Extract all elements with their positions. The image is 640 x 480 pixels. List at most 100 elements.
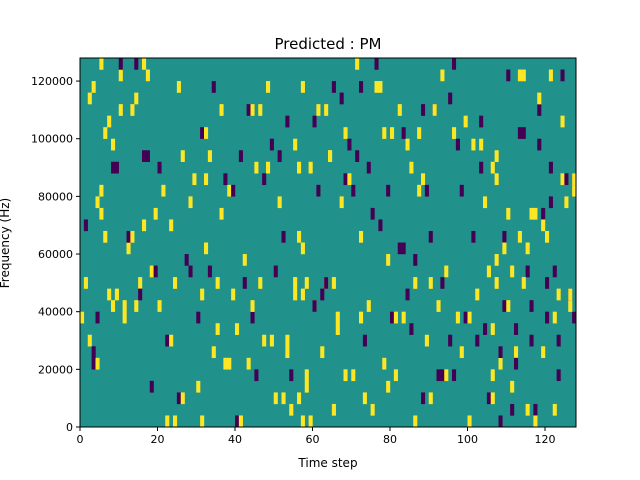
heatmap-cell: [95, 311, 100, 324]
heatmap-cell: [417, 184, 422, 197]
heatmap-cell: [525, 265, 530, 278]
y-tick-label: 120000: [31, 75, 73, 88]
heatmap-cell: [207, 265, 212, 278]
heatmap-cell: [118, 104, 123, 116]
heatmap-cell: [165, 415, 170, 428]
heatmap-cell: [529, 207, 534, 220]
heatmap-cell: [161, 184, 166, 197]
heatmap-cell: [347, 173, 352, 186]
heatmap-cell: [355, 58, 360, 70]
heatmap-cell: [401, 242, 406, 255]
heatmap-cell: [502, 300, 507, 312]
plot-frame: [79, 57, 577, 428]
heatmap-cell: [459, 184, 464, 197]
heatmap-cell: [343, 173, 348, 186]
heatmap-cell: [215, 323, 220, 335]
heatmap-cell: [83, 277, 88, 289]
heatmap-cell: [541, 219, 546, 232]
heatmap-cell: [211, 81, 216, 93]
heatmap-cell: [266, 161, 271, 174]
heatmap-cell: [262, 173, 267, 186]
heatmap-cell: [145, 150, 150, 162]
x-axis: 0 20 40 60 80 100 120: [77, 427, 556, 446]
heatmap-cell: [490, 161, 495, 174]
heatmap-cell: [471, 138, 476, 151]
heatmap-cell: [200, 288, 205, 301]
heatmap-cell: [463, 115, 468, 128]
heatmap-cell: [196, 311, 201, 324]
heatmap-cell: [308, 415, 313, 428]
heatmap-cell: [494, 173, 499, 186]
heatmap-cell: [219, 104, 224, 116]
heatmap-cell: [483, 323, 488, 335]
heatmap-cell: [254, 161, 259, 174]
heatmap-cell: [521, 127, 526, 139]
heatmap-cell: [281, 392, 286, 405]
plot-area: [80, 58, 577, 428]
heatmap-cell: [196, 380, 201, 393]
heatmap-cell: [293, 138, 298, 151]
heatmap-cell: [560, 115, 565, 128]
heatmap-cell: [517, 127, 522, 139]
heatmap-cell: [242, 254, 247, 266]
heatmap-cell: [382, 357, 387, 370]
heatmap-cell: [339, 92, 344, 105]
heatmap-cell: [440, 69, 445, 82]
heatmap-cell: [525, 403, 530, 416]
heatmap-cell: [428, 392, 433, 405]
heatmap-cell: [188, 196, 193, 209]
heatmap-cell: [149, 380, 154, 393]
heatmap-cell: [556, 369, 561, 382]
heatmap-cell: [541, 346, 546, 359]
heatmap-cell: [568, 288, 573, 301]
heatmap-cell: [560, 69, 565, 82]
heatmap-cell: [114, 288, 119, 301]
heatmap-cell: [169, 219, 174, 232]
heatmap-cell: [370, 207, 375, 220]
heatmap-cell: [440, 277, 445, 289]
heatmap-cell: [142, 150, 147, 162]
heatmap-cell: [463, 311, 468, 324]
heatmap-cell: [386, 380, 391, 393]
heatmap-cell: [153, 207, 158, 220]
heatmap-cell: [91, 81, 96, 93]
heatmap-cell: [374, 58, 379, 70]
heatmap-cell: [231, 288, 236, 301]
heatmap-cell: [374, 81, 379, 93]
heatmap-cell: [138, 288, 143, 301]
heatmap-cell: [428, 230, 433, 243]
heatmap-cell: [157, 161, 162, 174]
heatmap-cell: [227, 357, 232, 370]
heatmap-cell: [444, 265, 449, 278]
heatmap-cell: [235, 323, 240, 335]
heatmap-cell: [417, 127, 422, 139]
heatmap-cell: [362, 334, 367, 347]
x-tick-label: 40: [228, 433, 242, 446]
heatmap-cell: [238, 150, 243, 162]
heatmap-cell: [459, 346, 464, 359]
heatmap-cell: [351, 369, 356, 382]
heatmap-cell: [331, 403, 336, 416]
heatmap-cell: [533, 403, 538, 416]
heatmap-cell: [300, 242, 305, 255]
heatmap-cell: [494, 150, 499, 162]
heatmap-cell: [552, 265, 557, 278]
heatmap-cell: [308, 161, 313, 174]
heatmap-cell: [324, 277, 329, 289]
heatmap-cell: [277, 196, 282, 209]
heatmap-cell: [521, 69, 526, 82]
heatmap-cell: [111, 138, 116, 151]
x-tick-label: 120: [535, 433, 556, 446]
heatmap-cell: [568, 300, 573, 312]
heatmap-cell: [490, 369, 495, 382]
heatmap-cell: [211, 346, 216, 359]
heatmap-cell: [269, 334, 274, 347]
heatmap-cell: [165, 334, 170, 347]
heatmap-cell: [324, 104, 329, 116]
heatmap-cell: [145, 69, 150, 82]
heatmap-cell: [366, 161, 371, 174]
heatmap-cell: [514, 357, 519, 370]
heatmap-cell: [285, 346, 290, 359]
heatmap-cell: [118, 69, 123, 82]
heatmap-cell: [552, 403, 557, 416]
